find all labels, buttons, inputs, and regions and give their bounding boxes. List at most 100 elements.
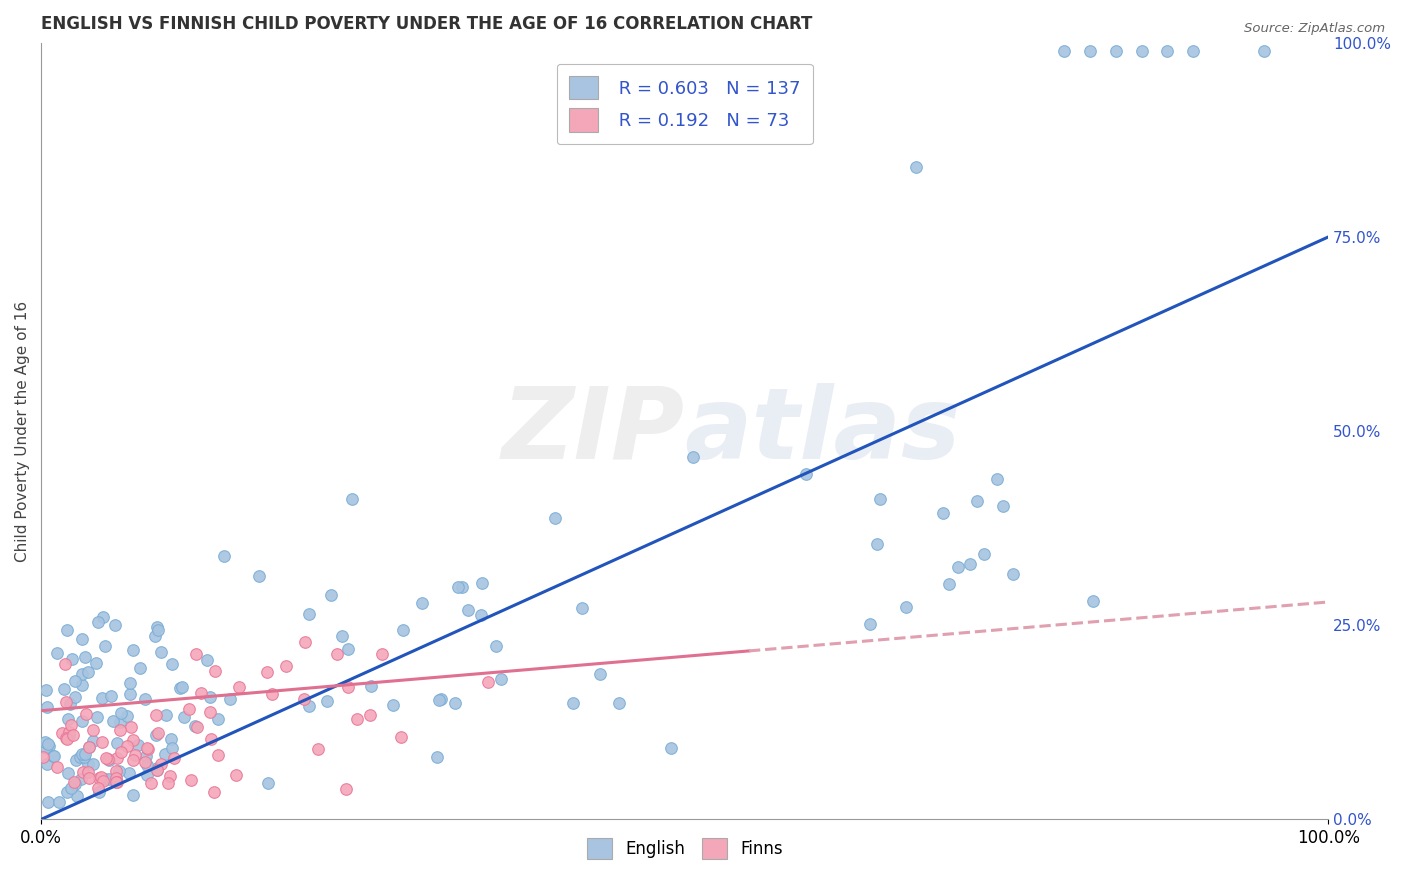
Point bbox=[76, 764, 98, 779]
Point bbox=[145, 707, 167, 722]
Point bbox=[204, 664, 226, 678]
Point bbox=[190, 686, 212, 700]
Point bbox=[105, 751, 128, 765]
Point bbox=[91, 610, 114, 624]
Point bbox=[326, 648, 349, 662]
Point bbox=[134, 691, 156, 706]
Point bbox=[38, 739, 60, 754]
Point bbox=[382, 698, 405, 712]
Point bbox=[315, 694, 337, 708]
Point bbox=[146, 623, 169, 637]
Point bbox=[89, 785, 111, 799]
Point bbox=[100, 689, 122, 703]
Point bbox=[959, 557, 981, 571]
Point bbox=[896, 599, 918, 614]
Point bbox=[120, 676, 142, 690]
Point bbox=[94, 751, 117, 765]
Point bbox=[37, 795, 59, 809]
Point bbox=[82, 733, 104, 747]
Point bbox=[55, 657, 77, 671]
Point bbox=[90, 770, 112, 784]
Point bbox=[360, 679, 382, 693]
Point bbox=[389, 730, 412, 744]
Point bbox=[66, 789, 89, 804]
Point bbox=[87, 771, 110, 785]
Point bbox=[163, 751, 186, 765]
Point bbox=[932, 506, 955, 520]
Point bbox=[1053, 44, 1076, 58]
Point bbox=[55, 695, 77, 709]
Point bbox=[37, 737, 59, 751]
Point bbox=[98, 753, 121, 767]
Point bbox=[858, 616, 880, 631]
Point bbox=[136, 741, 159, 756]
Point bbox=[60, 717, 83, 731]
Point bbox=[207, 747, 229, 762]
Point bbox=[207, 712, 229, 726]
Point bbox=[70, 747, 93, 761]
Point bbox=[485, 639, 508, 653]
Point bbox=[451, 581, 474, 595]
Point bbox=[76, 757, 98, 772]
Point bbox=[228, 680, 250, 694]
Point bbox=[120, 720, 142, 734]
Point bbox=[370, 647, 392, 661]
Point bbox=[76, 665, 98, 679]
Point bbox=[105, 775, 128, 789]
Point bbox=[31, 750, 53, 764]
Point bbox=[73, 747, 96, 761]
Point bbox=[149, 645, 172, 659]
Point bbox=[56, 732, 79, 747]
Point bbox=[489, 672, 512, 686]
Point bbox=[44, 748, 66, 763]
Point bbox=[93, 772, 115, 786]
Point bbox=[115, 709, 138, 723]
Point bbox=[477, 675, 499, 690]
Point bbox=[426, 749, 449, 764]
Point bbox=[122, 732, 145, 747]
Point bbox=[46, 760, 69, 774]
Point bbox=[1105, 44, 1128, 58]
Point bbox=[146, 763, 169, 777]
Y-axis label: Child Poverty Under the Age of 16: Child Poverty Under the Age of 16 bbox=[15, 301, 30, 562]
Point bbox=[180, 772, 202, 787]
Point bbox=[336, 642, 359, 657]
Point bbox=[340, 492, 363, 507]
Point bbox=[589, 666, 612, 681]
Point bbox=[202, 785, 225, 799]
Point bbox=[72, 764, 94, 779]
Point bbox=[330, 630, 353, 644]
Point bbox=[219, 691, 242, 706]
Point bbox=[93, 640, 115, 654]
Point bbox=[1078, 44, 1101, 58]
Point bbox=[145, 763, 167, 777]
Point bbox=[135, 748, 157, 763]
Point bbox=[543, 511, 565, 525]
Point bbox=[260, 687, 283, 701]
Point bbox=[98, 772, 121, 786]
Point bbox=[200, 731, 222, 746]
Point bbox=[35, 699, 58, 714]
Point bbox=[938, 576, 960, 591]
Point bbox=[145, 728, 167, 742]
Point bbox=[69, 749, 91, 764]
Point bbox=[65, 753, 87, 767]
Point bbox=[65, 777, 87, 791]
Point bbox=[155, 708, 177, 723]
Point bbox=[346, 712, 368, 726]
Point bbox=[150, 756, 173, 771]
Point bbox=[51, 726, 73, 740]
Point bbox=[91, 691, 114, 706]
Point bbox=[869, 492, 891, 507]
Point bbox=[63, 774, 86, 789]
Point bbox=[257, 775, 280, 789]
Point bbox=[141, 775, 163, 789]
Point bbox=[1001, 567, 1024, 582]
Point bbox=[104, 775, 127, 789]
Point bbox=[73, 649, 96, 664]
Point bbox=[153, 747, 176, 761]
Point bbox=[866, 537, 889, 551]
Point bbox=[160, 731, 183, 746]
Point bbox=[447, 580, 470, 594]
Point bbox=[292, 692, 315, 706]
